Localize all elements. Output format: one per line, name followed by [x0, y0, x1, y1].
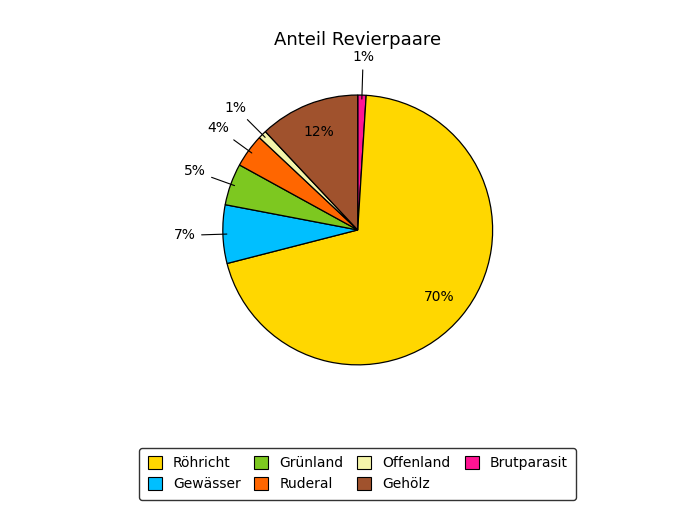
Text: 7%: 7%	[174, 228, 227, 242]
Text: 1%: 1%	[225, 101, 265, 137]
Text: 5%: 5%	[184, 165, 235, 185]
Text: 70%: 70%	[424, 290, 454, 304]
Wedge shape	[223, 205, 358, 264]
Wedge shape	[265, 95, 358, 230]
Text: 12%: 12%	[304, 125, 334, 139]
Wedge shape	[227, 96, 493, 365]
Wedge shape	[239, 137, 358, 230]
Text: 1%: 1%	[352, 51, 374, 99]
Wedge shape	[357, 95, 366, 230]
Wedge shape	[225, 165, 358, 230]
Legend: Röhricht, Gewässer, Grünland, Ruderal, Offenland, Gehölz, Brutparasit: Röhricht, Gewässer, Grünland, Ruderal, O…	[140, 448, 576, 500]
Title: Anteil Revierpaare: Anteil Revierpaare	[274, 31, 441, 49]
Wedge shape	[260, 132, 358, 230]
Text: 4%: 4%	[207, 122, 252, 153]
